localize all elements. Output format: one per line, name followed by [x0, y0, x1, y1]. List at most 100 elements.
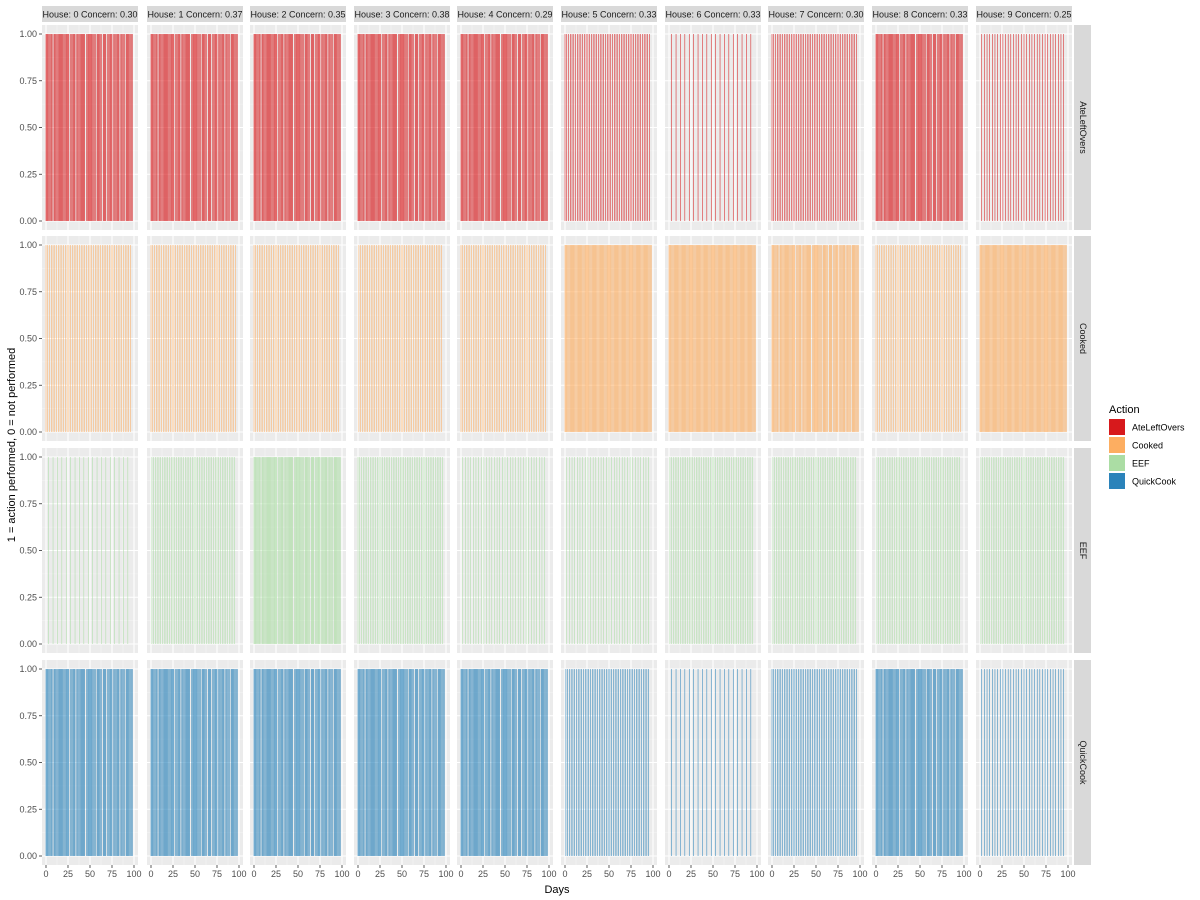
bar: [165, 457, 167, 644]
panel-AteLeftOvers-house-2: [250, 25, 346, 230]
strip-top-bg: [147, 6, 243, 22]
bar: [57, 457, 58, 644]
bar: [891, 245, 893, 432]
bar: [76, 34, 78, 221]
bar: [485, 34, 486, 221]
bar: [947, 245, 949, 432]
bar: [380, 457, 382, 644]
bar: [303, 457, 304, 644]
bar: [525, 34, 527, 221]
bar: [334, 669, 336, 856]
bar: [579, 457, 581, 644]
bar: [784, 34, 785, 221]
bar: [214, 34, 215, 221]
bar: [303, 669, 304, 856]
bar: [569, 245, 570, 432]
bar: [597, 245, 598, 432]
bar: [685, 245, 686, 432]
bar: [1035, 245, 1036, 432]
bar: [196, 669, 198, 856]
bar: [789, 669, 790, 856]
bar: [485, 245, 486, 432]
bar: [703, 245, 704, 432]
bar: [750, 669, 752, 856]
bar: [737, 34, 738, 221]
bar: [75, 245, 77, 432]
bar: [306, 457, 308, 644]
bar: [310, 669, 312, 856]
bar: [221, 34, 222, 221]
bar: [219, 245, 220, 432]
bar: [777, 245, 779, 432]
panel-EEF-house-0: [42, 448, 138, 653]
bar: [726, 245, 728, 432]
bar: [54, 34, 56, 221]
bar: [1051, 457, 1052, 644]
bar: [360, 34, 361, 221]
bar: [438, 669, 440, 856]
bar: [729, 457, 730, 644]
bar: [76, 669, 78, 856]
panel-AteLeftOvers-house-9: [976, 25, 1072, 230]
panel-QuickCook-house-0: [42, 660, 138, 865]
bar: [800, 245, 802, 432]
bar: [937, 34, 938, 221]
bar: [123, 34, 124, 221]
bar: [576, 669, 577, 856]
bar: [746, 34, 747, 221]
bar: [944, 34, 945, 221]
bar: [836, 245, 838, 432]
bar: [480, 669, 482, 856]
bar: [799, 457, 800, 644]
bar: [924, 457, 925, 644]
bar: [304, 245, 306, 432]
bar: [488, 669, 490, 856]
bar: [496, 34, 498, 221]
bar: [854, 34, 855, 221]
bar: [673, 245, 674, 432]
bar: [175, 669, 176, 856]
bar: [156, 669, 157, 856]
bar: [416, 34, 418, 221]
bar: [989, 34, 990, 221]
bar: [911, 34, 913, 221]
bar: [509, 34, 510, 221]
bar: [47, 669, 49, 856]
bar: [579, 245, 581, 432]
bar: [126, 669, 128, 856]
strip-top-label: House: 7 Concern: 0.30: [768, 10, 863, 20]
bar: [329, 34, 330, 221]
bar: [84, 245, 85, 432]
bar: [357, 34, 359, 221]
bar: [994, 245, 996, 432]
bar: [647, 245, 648, 432]
bar: [325, 34, 327, 221]
bar: [785, 669, 787, 856]
bar: [718, 245, 720, 432]
bar: [848, 245, 849, 432]
bar: [994, 34, 996, 221]
bar: [390, 669, 391, 856]
bar: [590, 245, 591, 432]
bar: [296, 457, 298, 644]
bar: [902, 245, 903, 432]
bar: [839, 457, 841, 644]
bar: [743, 457, 745, 644]
bar: [377, 669, 379, 856]
bar: [987, 457, 989, 644]
bar: [113, 669, 115, 856]
bar: [1033, 245, 1034, 432]
bar: [99, 34, 100, 221]
bar: [208, 669, 210, 856]
bar: [316, 457, 317, 644]
bar: [221, 669, 222, 856]
bar: [633, 245, 634, 432]
bar: [1052, 34, 1054, 221]
bar: [312, 669, 314, 856]
bar: [216, 34, 218, 221]
bar: [834, 457, 835, 644]
bar: [101, 457, 102, 644]
x-tick-label: 50: [1019, 869, 1029, 879]
bar: [892, 34, 893, 221]
bar: [637, 457, 639, 644]
